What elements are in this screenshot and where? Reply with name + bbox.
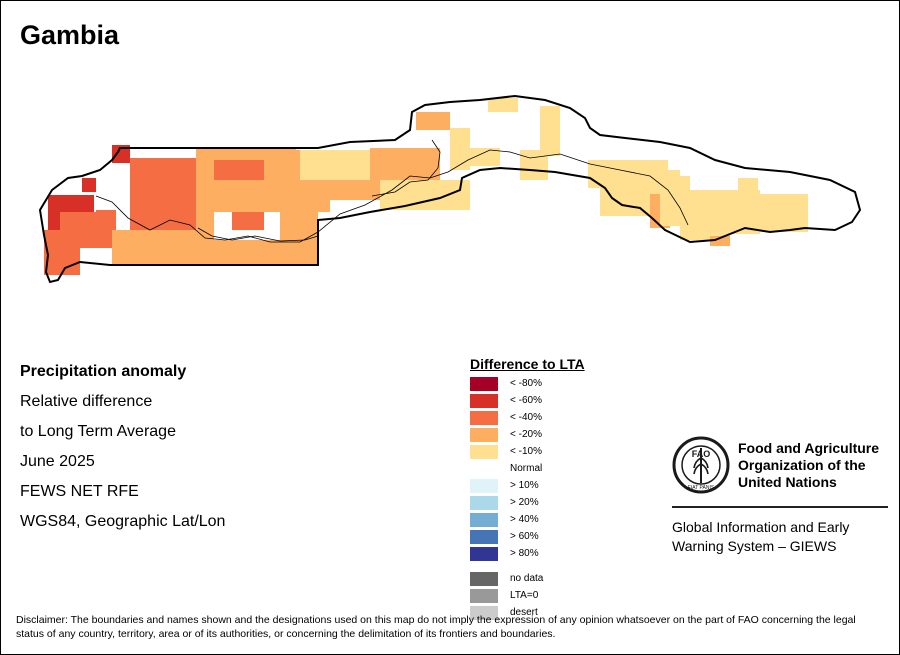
gambia-river	[95, 149, 689, 243]
anomaly-cell	[300, 150, 370, 180]
anomaly-cell	[370, 148, 440, 180]
fao-emblem-motto: FIAT PANIS	[688, 485, 715, 491]
legend-item-label: > 60%	[510, 531, 539, 542]
legend-item-row: < -80%	[470, 376, 630, 393]
info-line-3: to Long Term Average	[20, 423, 176, 440]
legend-extra-item-label: LTA=0	[510, 590, 539, 601]
anomaly-cell	[96, 210, 116, 230]
anomaly-cell	[380, 180, 470, 210]
legend-item-row: < -20%	[470, 427, 630, 444]
legend-item-swatch	[470, 377, 498, 391]
anomaly-cell	[130, 158, 198, 230]
anomaly-cell	[450, 128, 470, 170]
anomaly-cell	[710, 236, 730, 246]
legend-extra-item-row: LTA=0	[470, 588, 630, 605]
legend-item-swatch	[470, 462, 498, 476]
legend-extra-item-swatch	[470, 589, 498, 603]
info-line-4: June 2025	[20, 453, 95, 470]
inland-boundary	[197, 227, 319, 242]
legend-item-label: > 40%	[510, 514, 539, 525]
legend-item-row: < -60%	[470, 393, 630, 410]
disclaimer: Disclaimer: The boundaries and names sho…	[16, 614, 856, 640]
anomaly-cell	[200, 240, 318, 265]
legend: Difference to LTA < -80% < -60% < -40% < -2…	[470, 356, 630, 622]
anomaly-cells	[44, 98, 808, 275]
legend-item-row: < -40%	[470, 410, 630, 427]
anomaly-cell	[280, 212, 318, 242]
legend-item-row: > 20%	[470, 495, 630, 512]
anomaly-map	[38, 94, 862, 284]
anomaly-cell	[330, 180, 380, 200]
legend-item-swatch	[470, 547, 498, 561]
fao-emblem-letters: FAO	[692, 449, 711, 459]
legend-extra-item-swatch	[470, 572, 498, 586]
anomaly-cell	[416, 112, 450, 130]
legend-item-swatch	[470, 411, 498, 425]
info-line-5: FEWS NET RFE	[20, 483, 139, 500]
legend-extra-item-label: no data	[510, 573, 544, 584]
anomaly-cell	[214, 180, 264, 212]
legend-item-swatch	[470, 428, 498, 442]
legend-item-label: < -60%	[510, 395, 542, 406]
fao-emblem-icon: FAO FIAT PANIS	[672, 436, 730, 494]
legend-title: Difference to LTA	[470, 356, 585, 372]
legend-item-swatch	[470, 530, 498, 544]
info-line-6: WGS84, Geographic Lat/Lon	[20, 513, 226, 530]
country-border	[38, 94, 862, 284]
legend-item-row: Normal	[470, 461, 630, 478]
fao-name-line-1: Food and Agriculture	[738, 440, 880, 456]
legend-item-swatch	[470, 479, 498, 493]
legend-item-swatch	[470, 394, 498, 408]
anomaly-cell	[112, 145, 130, 163]
legend-item-label: > 10%	[510, 480, 539, 491]
anomaly-cell	[470, 148, 500, 166]
anomaly-cell	[264, 150, 300, 180]
map-info: Precipitation anomaly Relative differenc…	[20, 362, 225, 542]
legend-item-swatch	[470, 513, 498, 527]
giews-line-1: Global Information and Early	[672, 519, 850, 535]
river-branch	[371, 139, 441, 197]
legend-extra-items: no data LTA=0 desert	[470, 571, 630, 622]
giews-name: Global Information and Early Warning Sys…	[672, 518, 892, 556]
fao-name-line-2: Organization of the	[738, 457, 866, 473]
legend-item-swatch	[470, 445, 498, 459]
legend-item-label: < -80%	[510, 378, 542, 389]
legend-items: < -80% < -60% < -40% < -20% < -10% Normal > 10…	[470, 376, 630, 563]
legend-item-label: < -40%	[510, 412, 542, 423]
anomaly-cell	[82, 178, 96, 192]
legend-item-label: Normal	[510, 463, 543, 474]
fao-name: Food and Agriculture Organization of the…	[738, 440, 898, 491]
legend-item-row: < -10%	[470, 444, 630, 461]
legend-item-row: > 10%	[470, 478, 630, 495]
anomaly-cell	[264, 180, 330, 212]
legend-item-swatch	[470, 496, 498, 510]
legend-item-label: < -20%	[510, 429, 542, 440]
info-line-2: Relative difference	[20, 393, 153, 410]
anomaly-cell	[112, 230, 212, 265]
info-line-1: Precipitation anomaly	[20, 363, 187, 380]
giews-line-2: Warning System – GIEWS	[672, 538, 837, 554]
country-title: Gambia	[20, 20, 120, 50]
anomaly-cell	[196, 162, 214, 240]
fao-name-line-3: United Nations	[738, 474, 837, 490]
legend-extra-item-swatch	[470, 606, 498, 620]
anomaly-cell	[540, 106, 560, 156]
legend-item-row: > 80%	[470, 546, 630, 563]
legend-extra-item-label: desert	[510, 607, 538, 618]
anomaly-cell	[232, 212, 264, 230]
fao-divider	[672, 506, 888, 508]
legend-item-row: > 40%	[470, 512, 630, 529]
legend-extra-item-row: desert	[470, 605, 630, 622]
legend-item-label: < -10%	[510, 446, 542, 457]
anomaly-cell	[738, 178, 758, 194]
legend-item-label: > 20%	[510, 497, 539, 508]
anomaly-cell	[44, 230, 80, 275]
anomaly-cell	[760, 194, 808, 232]
legend-extra-item-row: no data	[470, 571, 630, 588]
anomaly-cell	[214, 160, 264, 180]
legend-item-label: > 80%	[510, 548, 539, 559]
legend-item-row: > 60%	[470, 529, 630, 546]
anomaly-cell	[520, 150, 548, 180]
anomaly-cell	[488, 98, 518, 112]
